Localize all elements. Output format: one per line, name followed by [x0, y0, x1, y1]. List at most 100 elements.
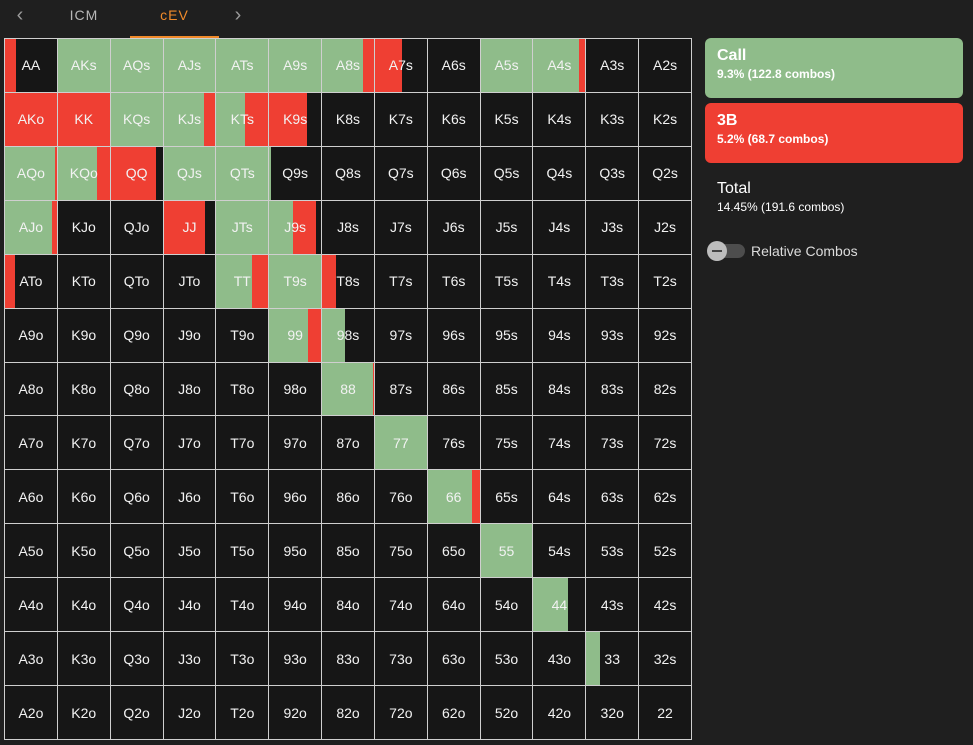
hand-cell[interactable]: 99 [269, 308, 323, 363]
hand-cell[interactable]: Q6s [427, 146, 481, 201]
hand-cell[interactable]: 33 [586, 632, 640, 687]
hand-cell[interactable]: AKs [57, 39, 111, 93]
hand-cell[interactable]: 53o [480, 632, 534, 687]
hand-cell[interactable]: K3s [586, 92, 640, 147]
hand-cell[interactable]: 65o [427, 524, 481, 579]
call-legend-card[interactable]: Call 9.3% (122.8 combos) [705, 38, 963, 98]
hand-cell[interactable]: QJo [110, 200, 164, 255]
hand-cell[interactable]: A5s [480, 39, 534, 93]
hand-cell[interactable]: AQo [5, 146, 58, 201]
hand-cell[interactable]: 77 [374, 416, 428, 471]
hand-cell[interactable]: JTs [216, 200, 270, 255]
hand-cell[interactable]: 64s [533, 470, 587, 525]
hand-cell[interactable]: A9s [269, 39, 323, 93]
hand-cell[interactable]: T7s [374, 254, 428, 309]
hand-cell[interactable]: J5o [163, 524, 217, 579]
hand-cell[interactable]: T2o [216, 686, 270, 740]
hand-cell[interactable]: J6o [163, 470, 217, 525]
relative-combos-toggle[interactable]: Relative Combos [707, 241, 858, 261]
hand-cell[interactable]: Q6o [110, 470, 164, 525]
hand-cell[interactable]: A9o [5, 308, 58, 363]
hand-cell[interactable]: T9s [269, 254, 323, 309]
hand-cell[interactable]: T8s [322, 254, 375, 309]
hand-cell[interactable]: A4s [533, 39, 587, 93]
hand-cell[interactable]: AKo [5, 92, 58, 147]
hand-cell[interactable]: K4s [533, 92, 587, 147]
hand-cell[interactable]: ATo [5, 254, 58, 309]
hand-cell[interactable]: J7o [163, 416, 217, 471]
hand-cell[interactable]: 54o [480, 578, 534, 633]
hand-cell[interactable]: 97o [269, 416, 323, 471]
hand-cell[interactable]: QTs [216, 146, 270, 201]
hand-cell[interactable]: 82s [639, 362, 692, 417]
hand-cell[interactable]: Q2o [110, 686, 164, 740]
hand-cell[interactable]: 75o [374, 524, 428, 579]
hand-cell[interactable]: K6o [57, 470, 111, 525]
hand-cell[interactable]: T3s [586, 254, 640, 309]
hand-cell[interactable]: 74o [374, 578, 428, 633]
hand-cell[interactable]: 63s [586, 470, 640, 525]
hand-cell[interactable]: 74s [533, 416, 587, 471]
hand-cell[interactable]: 94s [533, 308, 587, 363]
hand-cell[interactable]: T3o [216, 632, 270, 687]
hand-cell[interactable]: 62s [639, 470, 692, 525]
hand-cell[interactable]: AJo [5, 200, 58, 255]
hand-cell[interactable]: 82o [322, 686, 375, 740]
hand-cell[interactable]: JJ [163, 200, 217, 255]
tab-icm[interactable]: ICM [69, 7, 99, 23]
hand-cell[interactable]: 65s [480, 470, 534, 525]
hand-cell[interactable]: 76s [427, 416, 481, 471]
hand-cell[interactable]: 75s [480, 416, 534, 471]
hand-cell[interactable]: AQs [110, 39, 164, 93]
hand-cell[interactable]: 62o [427, 686, 481, 740]
hand-cell[interactable]: Q8s [322, 146, 375, 201]
hand-cell[interactable]: T7o [216, 416, 270, 471]
toggle-track[interactable] [707, 241, 745, 261]
hand-cell[interactable]: 94o [269, 578, 323, 633]
hand-cell[interactable]: K2s [639, 92, 692, 147]
hand-cell[interactable]: K8s [322, 92, 375, 147]
hand-cell[interactable]: J8o [163, 362, 217, 417]
hand-cell[interactable]: 42s [639, 578, 692, 633]
hand-cell[interactable]: T5o [216, 524, 270, 579]
hand-cell[interactable]: K4o [57, 578, 111, 633]
hand-cell[interactable]: J7s [374, 200, 428, 255]
hand-cell[interactable]: AJs [163, 39, 217, 93]
hand-cell[interactable]: Q4s [533, 146, 587, 201]
hand-cell[interactable]: 54s [533, 524, 587, 579]
hand-cell[interactable]: 52s [639, 524, 692, 579]
hand-cell[interactable]: KTo [57, 254, 111, 309]
hand-cell[interactable]: 92s [639, 308, 692, 363]
hand-cell[interactable]: T5s [480, 254, 534, 309]
hand-cell[interactable]: T9o [216, 308, 270, 363]
hand-cell[interactable]: A6o [5, 470, 58, 525]
hand-cell[interactable]: K2o [57, 686, 111, 740]
hand-cell[interactable]: 93o [269, 632, 323, 687]
hand-cell[interactable]: 98o [269, 362, 323, 417]
hand-cell[interactable]: J5s [480, 200, 534, 255]
hand-cell[interactable]: 32s [639, 632, 692, 687]
hand-cell[interactable]: KJo [57, 200, 111, 255]
hand-cell[interactable]: 55 [480, 524, 534, 579]
hand-cell[interactable]: J4o [163, 578, 217, 633]
hand-cell[interactable]: 22 [639, 686, 692, 740]
hand-cell[interactable]: 83o [322, 632, 375, 687]
hand-cell[interactable]: K5s [480, 92, 534, 147]
hand-cell[interactable]: 53s [586, 524, 640, 579]
hand-cell[interactable]: J3o [163, 632, 217, 687]
hand-cell[interactable]: Q5o [110, 524, 164, 579]
hand-cell[interactable]: JTo [163, 254, 217, 309]
hand-cell[interactable]: 63o [427, 632, 481, 687]
hand-cell[interactable]: 43o [533, 632, 587, 687]
hand-cell[interactable]: K6s [427, 92, 481, 147]
hand-cell[interactable]: A3s [586, 39, 640, 93]
hand-cell[interactable]: A8s [322, 39, 375, 93]
hand-cell[interactable]: 93s [586, 308, 640, 363]
hand-cell[interactable]: 95s [480, 308, 534, 363]
hand-cell[interactable]: 44 [533, 578, 587, 633]
hand-cell[interactable]: QJs [163, 146, 217, 201]
hand-cell[interactable]: Q3s [586, 146, 640, 201]
hand-cell[interactable]: AA [5, 39, 58, 93]
hand-cell[interactable]: Q2s [639, 146, 692, 201]
hand-cell[interactable]: T4o [216, 578, 270, 633]
